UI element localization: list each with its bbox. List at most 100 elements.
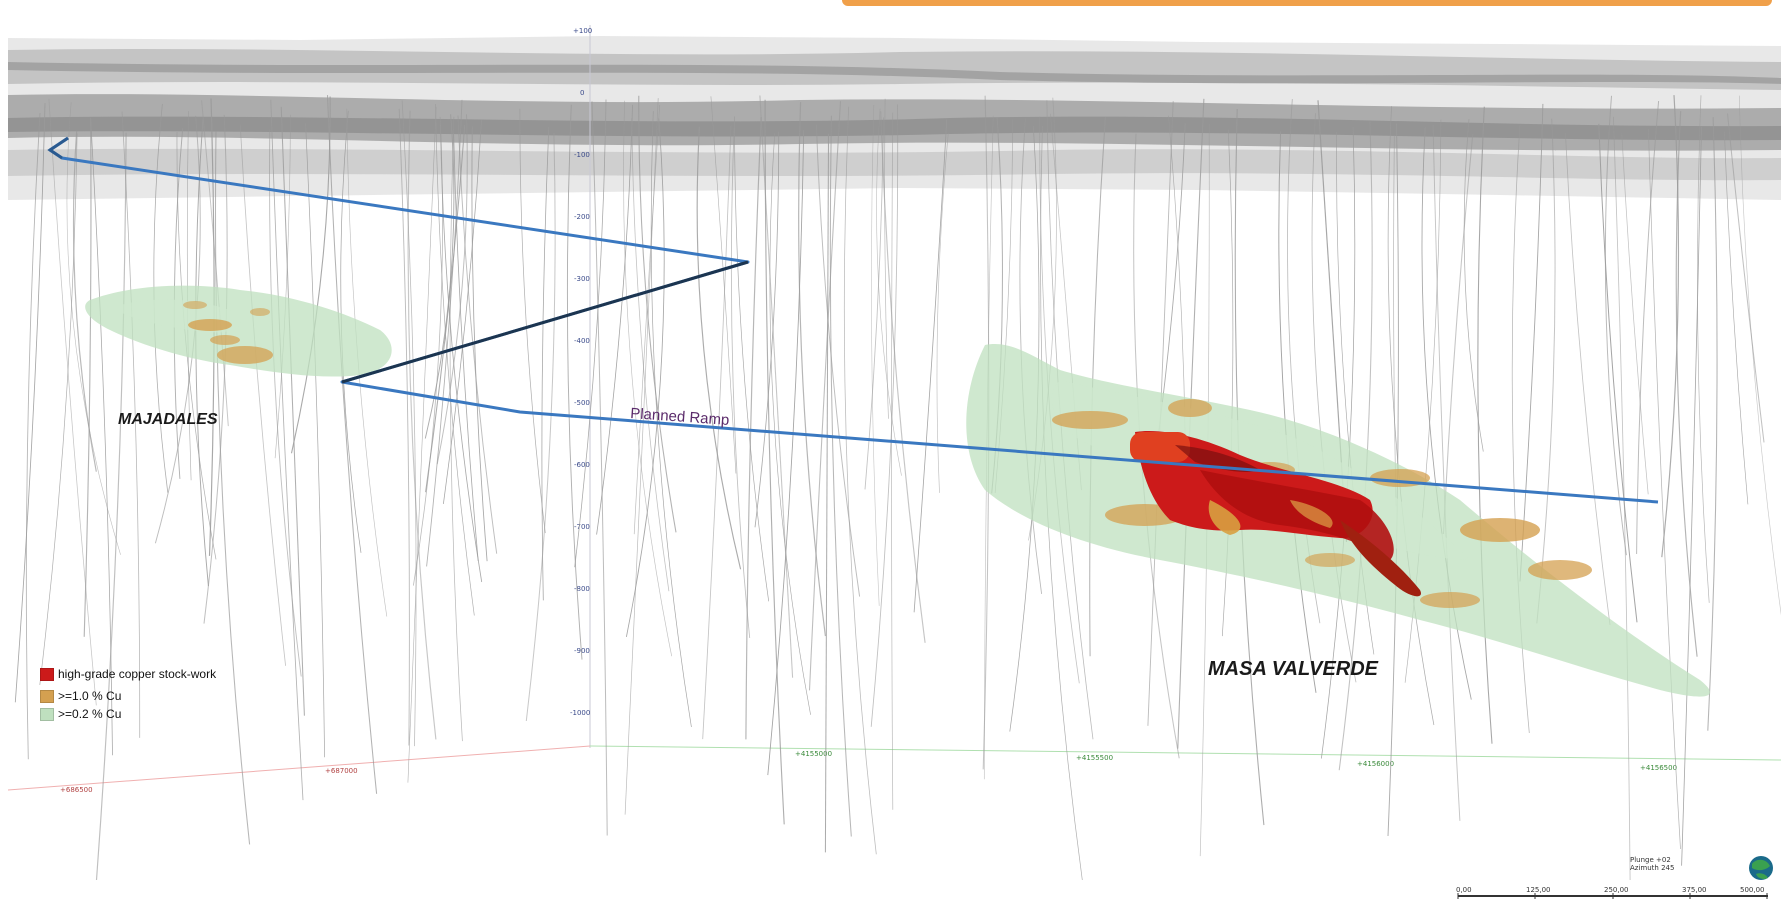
- high-grade-stockwork: [1130, 430, 1421, 597]
- legend: high-grade copper stock-work >=1.0 % Cu …: [40, 666, 230, 724]
- drillhole-trace: [824, 133, 830, 853]
- drillhole-trace: [270, 99, 304, 801]
- drillhole-trace: [90, 117, 113, 756]
- drillhole-trace: [401, 100, 417, 747]
- ground-grid: +686500 +687000 +4155000 +4155500 +41560…: [7, 745, 1781, 794]
- legend-swatch-high-grade: [40, 667, 54, 681]
- drillhole-trace: [798, 102, 826, 637]
- drillhole-trace: [769, 133, 811, 715]
- drillhole-trace: [1738, 95, 1781, 616]
- scale-bar-label: 500,00: [1740, 886, 1765, 894]
- drillhole-trace: [759, 95, 794, 678]
- legend-item-cu-0-2: >=0.2 % Cu: [40, 706, 230, 722]
- drillhole-trace: [443, 119, 482, 504]
- depth-tick: 0: [580, 89, 584, 97]
- drillhole-trace: [449, 116, 463, 742]
- drillhole-trace: [1338, 121, 1373, 771]
- drillhole-trace: [1477, 106, 1493, 744]
- drillhole-trace: [734, 116, 770, 602]
- drillhole-trace: [1564, 132, 1611, 626]
- depth-tick: -200: [574, 213, 590, 221]
- drillhole-trace: [623, 100, 673, 657]
- drillhole-trace: [239, 124, 287, 666]
- depth-tick: -700: [574, 523, 590, 531]
- drillhole-trace: [650, 111, 692, 728]
- drillhole-trace: [1681, 126, 1702, 866]
- drillhole-trace: [121, 111, 141, 738]
- drillhole-trace: [1661, 95, 1680, 558]
- drillhole-trace: [913, 119, 948, 613]
- drillhole-trace: [829, 115, 852, 837]
- drillhole-trace: [884, 98, 889, 419]
- surface-layers: [8, 36, 1781, 200]
- drillhole-trace: [1387, 106, 1435, 726]
- drillhole-trace: [1393, 134, 1397, 507]
- drillhole-trace: [541, 126, 550, 601]
- drillhole-trace: [702, 125, 732, 740]
- legend-swatch-cu-1-0: [40, 689, 54, 703]
- drillhole-trace: [407, 110, 437, 740]
- drillhole-trace: [625, 118, 665, 637]
- drillhole-trace: [1675, 111, 1698, 657]
- drillhole-trace: [745, 116, 762, 740]
- drillhole-trace: [426, 99, 463, 567]
- drillholes: [14, 95, 1781, 881]
- drillhole-trace: [876, 108, 902, 476]
- depth-axis: +100 0 -100 -200 -300 -400 -500 -600 -70…: [570, 25, 592, 748]
- drillhole-trace: [436, 114, 468, 465]
- drillhole-trace: [767, 130, 805, 776]
- drillhole-trace: [1432, 124, 1461, 821]
- scale-bar-label: 125,00: [1526, 886, 1551, 894]
- drillhole-trace: [83, 118, 92, 637]
- drillhole-trace: [326, 95, 378, 794]
- drillhole-trace: [1726, 113, 1765, 443]
- drillhole-trace: [591, 101, 608, 836]
- drillhole-trace: [269, 129, 302, 677]
- drillhole-trace: [1278, 131, 1317, 693]
- legend-swatch-cu-0-2: [40, 707, 54, 721]
- drillhole-trace: [1636, 100, 1660, 555]
- drillhole-trace: [1311, 113, 1357, 683]
- legend-label: high-grade copper stock-work: [58, 667, 217, 681]
- scale-bar: [1457, 893, 1768, 899]
- easting-tick: +686500: [60, 786, 93, 794]
- drillhole-trace: [1442, 133, 1474, 535]
- drillhole-trace: [274, 114, 291, 459]
- drillhole-trace: [631, 118, 670, 592]
- depth-tick: -300: [574, 275, 590, 283]
- drillhole-trace: [596, 104, 633, 535]
- legend-item-high-grade: high-grade copper stock-work: [40, 666, 230, 682]
- drillhole-trace: [435, 103, 475, 616]
- northing-tick: +4155000: [795, 750, 832, 758]
- drillhole-trace: [638, 95, 677, 533]
- drillhole-trace: [14, 103, 46, 703]
- drillhole-trace: [1463, 118, 1484, 452]
- top-accent-panel: [842, 0, 1772, 6]
- drillhole-trace: [764, 99, 785, 825]
- legend-label: >=1.0 % Cu: [58, 689, 122, 703]
- majadales-label: MAJADALES: [118, 411, 218, 428]
- drillhole-trace: [1604, 95, 1627, 556]
- drillhole-trace: [203, 114, 228, 624]
- drillhole-trace: [574, 99, 607, 568]
- drillhole-trace: [440, 124, 483, 583]
- azimuth-readout: Azimuth 245: [1630, 864, 1675, 872]
- drillhole-trace: [730, 127, 751, 638]
- drillhole-trace: [696, 126, 742, 570]
- drillhole-trace: [633, 104, 661, 535]
- drillhole-trace: [48, 98, 97, 706]
- depth-tick: -400: [574, 337, 590, 345]
- drillhole-trace: [305, 123, 325, 758]
- depth-tick: -1000: [570, 709, 590, 717]
- drillhole-trace: [1697, 95, 1710, 603]
- drillhole-trace: [1724, 131, 1749, 505]
- drillhole-trace: [519, 108, 546, 534]
- depth-tick: +100: [573, 27, 592, 35]
- drillhole-trace: [870, 104, 899, 727]
- legend-item-cu-1-0: >=1.0 % Cu: [40, 688, 230, 704]
- depth-tick: -600: [574, 461, 590, 469]
- northing-tick: +4155500: [1076, 754, 1113, 762]
- drillhole-trace: [566, 104, 583, 660]
- northing-tick: +4156000: [1357, 760, 1394, 768]
